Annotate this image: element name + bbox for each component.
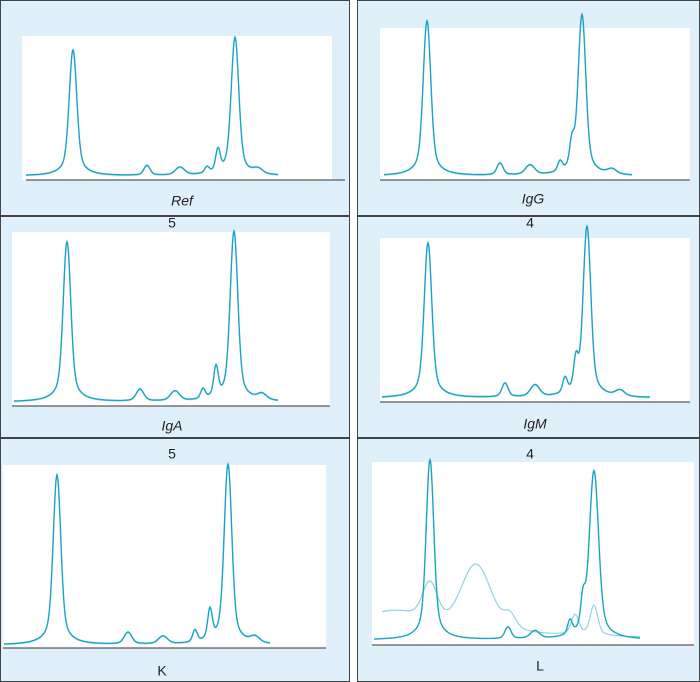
panel-label: IgG: [522, 191, 545, 207]
plot-area: [3, 465, 326, 648]
plot-area: [12, 232, 330, 406]
panel-label: Ref: [171, 193, 195, 209]
panel-number: 4: [526, 446, 534, 462]
trace: [14, 228, 279, 402]
panel-number: 5: [168, 215, 176, 231]
trace: [3, 461, 270, 645]
trace: [384, 12, 632, 176]
plot-area: [380, 28, 690, 180]
trace: [26, 35, 278, 176]
trace-light: [381, 563, 640, 638]
trace: [381, 224, 651, 398]
panel-label: IgM: [523, 416, 547, 432]
plot-area: [22, 36, 332, 180]
panel-label: IgA: [161, 418, 182, 434]
plot-area: [380, 238, 690, 402]
trace: [374, 457, 640, 640]
panel-number: 5: [168, 446, 176, 462]
panel-label: L: [536, 658, 544, 674]
panel-number: 4: [526, 215, 534, 231]
panel-label: K: [157, 663, 167, 679]
